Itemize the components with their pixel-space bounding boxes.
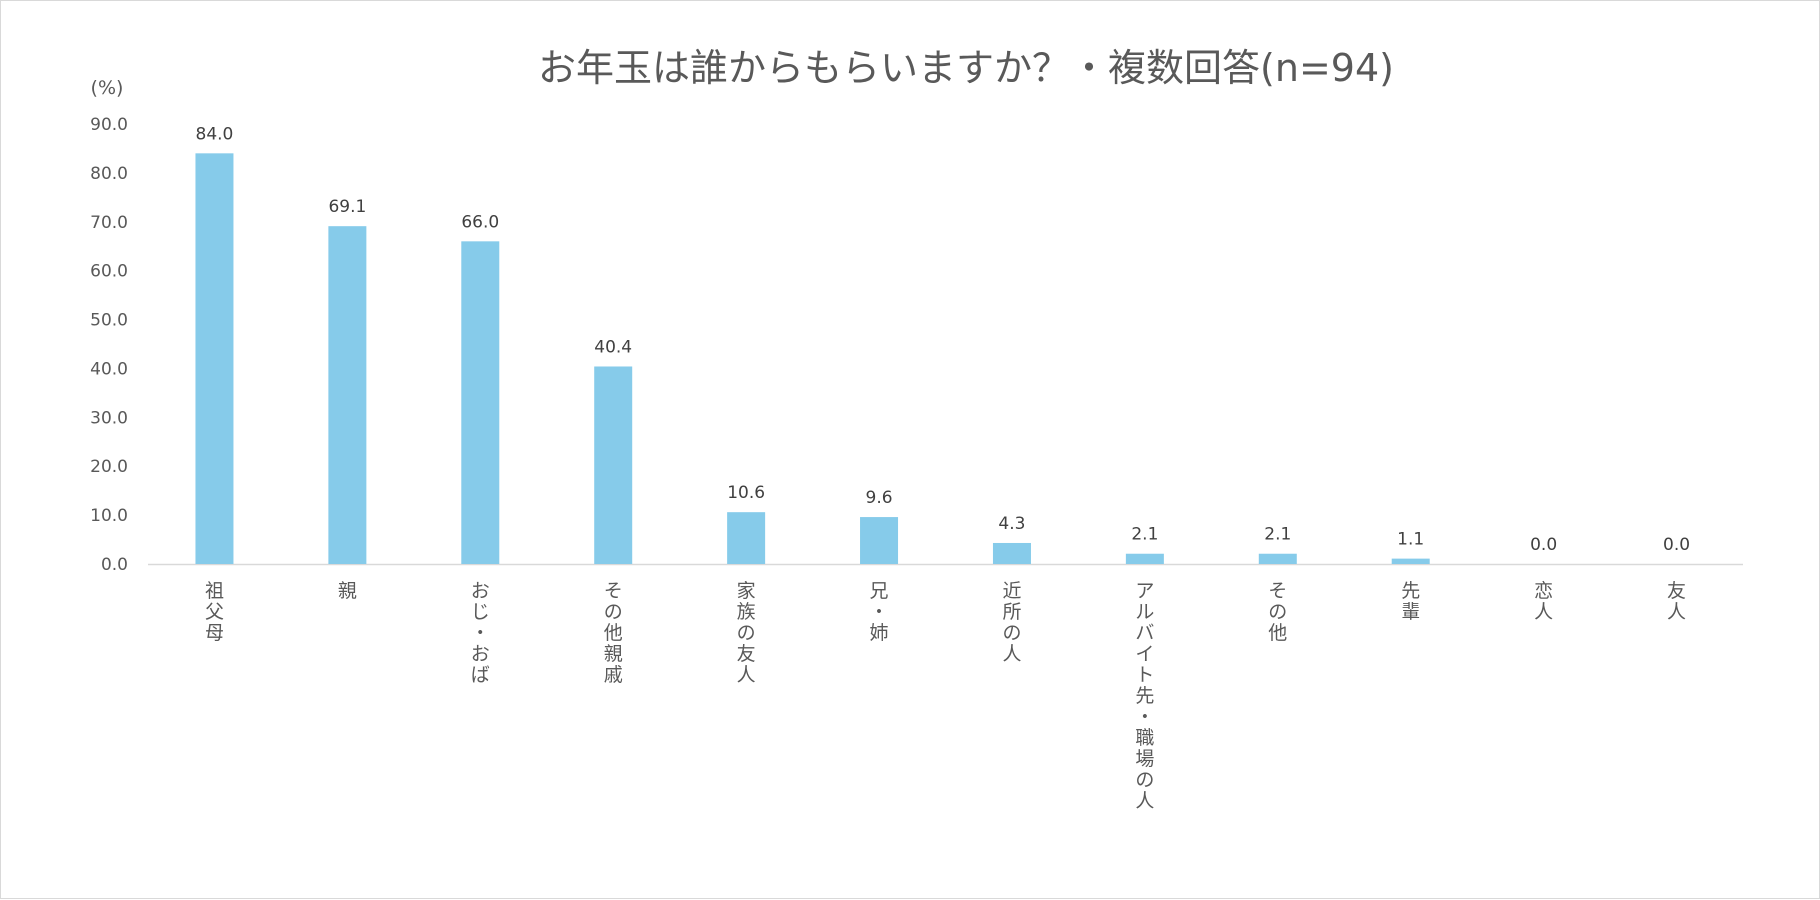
category-label: 家族の友人 (737, 580, 756, 686)
category-label: その他親戚 (604, 580, 623, 686)
category-label: 親 (338, 580, 357, 602)
category-label: 近所の人 (1002, 580, 1021, 665)
data-label: 66.0 (461, 212, 499, 232)
category-label: 先輩 (1401, 580, 1420, 623)
y-tick-label: 20.0 (90, 457, 128, 477)
category-label: 恋人 (1534, 580, 1553, 623)
y-tick-label: 70.0 (90, 213, 128, 233)
data-label: 69.1 (328, 197, 366, 217)
data-label: 40.4 (594, 337, 632, 357)
y-tick-label: 60.0 (90, 262, 128, 282)
bar (1258, 553, 1297, 564)
bar (992, 542, 1031, 564)
chart-title: お年玉は誰からもらいますか？・複数回答(n=94) (538, 46, 1394, 90)
data-label: 10.6 (727, 483, 765, 503)
data-label: 2.1 (1264, 525, 1291, 545)
bar (594, 366, 633, 564)
data-label: 0.0 (1663, 535, 1690, 555)
bar (727, 512, 766, 564)
category-label: その他 (1268, 580, 1287, 644)
bar (1391, 558, 1430, 564)
category-label: おじ・おば (471, 580, 490, 686)
data-label: 1.1 (1397, 530, 1424, 550)
y-tick-label: 10.0 (90, 506, 128, 526)
category-label: 友人 (1667, 580, 1686, 623)
data-label: 0.0 (1530, 535, 1557, 555)
y-tick-label: 40.0 (90, 359, 128, 379)
bar (195, 153, 234, 565)
bar (860, 517, 899, 564)
category-label: アルバイト先・職場の人 (1135, 580, 1154, 812)
data-label: 4.3 (998, 514, 1025, 534)
y-tick-label: 0.0 (101, 555, 128, 575)
data-label: 84.0 (196, 124, 234, 144)
category-label: 祖父母 (205, 580, 224, 644)
y-tick-label: 80.0 (90, 164, 128, 184)
y-tick-label: 30.0 (90, 408, 128, 428)
category-label: 兄・姉 (870, 580, 889, 644)
bar (461, 241, 500, 565)
bar (1125, 553, 1164, 564)
data-label: 9.6 (866, 488, 893, 508)
bar (328, 226, 367, 564)
data-label: 2.1 (1131, 525, 1158, 545)
y-axis-unit-label: (%) (91, 77, 124, 99)
y-tick-label: 90.0 (90, 115, 128, 135)
y-tick-label: 50.0 (90, 311, 128, 331)
